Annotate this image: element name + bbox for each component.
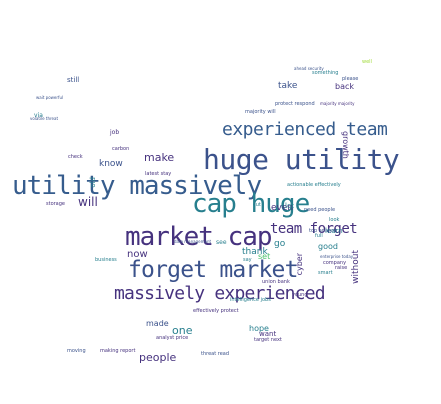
word-cap-huge: cap huge [192, 189, 310, 219]
word-please: please [342, 76, 359, 82]
word-need-people: need people [304, 207, 336, 213]
word-cyber: cyber [295, 253, 304, 276]
word-volatile-threat: volatile threat [30, 116, 59, 121]
word-latest-stay: latest stay [145, 171, 172, 177]
word-look: look [329, 217, 340, 223]
word-moving: moving [67, 348, 86, 354]
word-want: want [259, 330, 277, 338]
word-forget-market: forget market [128, 257, 298, 283]
word-union-bank: union bank [262, 279, 290, 285]
word-via: via [34, 112, 43, 119]
word-still: still [67, 76, 80, 84]
word-making-report: making report [100, 348, 136, 354]
word-actionable-effectively: actionable effectively [287, 182, 341, 188]
word-target-next: target next [254, 337, 282, 343]
word-make: make [144, 151, 175, 164]
word-cut: cut [253, 202, 261, 208]
word-now: now [127, 249, 148, 260]
word-hope: hope [249, 324, 269, 333]
word-ahead-security: ahead security [294, 66, 324, 71]
word-will: will [78, 195, 98, 209]
word-data-management: data management [174, 239, 212, 244]
word-made: made [146, 319, 169, 328]
word-storage: storage [46, 201, 65, 207]
word-one: one [172, 324, 193, 337]
word-huge-utility: huge utility [203, 143, 400, 176]
word-raise: raise [335, 265, 348, 271]
word-carbon: carbon [112, 146, 130, 152]
word-intelligence-jobs: intelligence jobs [230, 297, 271, 303]
word-set: set [258, 252, 271, 261]
word-utility-massively: utility massively [12, 171, 262, 201]
word-say: say [243, 257, 252, 263]
word-thank: thank [242, 247, 268, 257]
word-see: see [216, 239, 227, 246]
word-threat-read: threat read [201, 351, 230, 357]
word-without: without [351, 250, 361, 284]
word-growth: growth [341, 131, 350, 159]
word-good: good [318, 242, 338, 251]
word-top-analyst: top analyst [309, 228, 337, 234]
word-massively-experienced: massively experienced [114, 283, 326, 304]
word-majority-will: majority will [245, 109, 276, 115]
word-team-forget: team forget [270, 221, 358, 237]
word-learn: learn [325, 227, 343, 235]
word-effectively-protect: effectively protect [193, 308, 239, 314]
word-take: take [278, 81, 298, 91]
word-people: people [139, 351, 177, 364]
word-something: something [312, 70, 339, 76]
word-even: even [271, 203, 294, 213]
word-check: check [68, 154, 83, 160]
word-full: full [315, 233, 323, 239]
word-wait-powerful: wait powerful [36, 95, 64, 100]
word-business: business [95, 257, 117, 263]
word-well: well [362, 59, 372, 65]
word-experienced-team: experienced team [222, 119, 388, 140]
word-majority-majority: majority majority [320, 101, 355, 106]
word-job: job [110, 129, 120, 136]
word-go: go [274, 239, 286, 249]
word-market-cap: market cap [125, 222, 273, 252]
word-company: company [323, 260, 347, 266]
word-back: back [335, 82, 355, 91]
word-young: young [292, 292, 308, 298]
word-protect-respond: protect respond [275, 101, 315, 107]
word-know: know [99, 159, 123, 169]
word-old: old [89, 177, 97, 188]
word-analyst-price: analyst price [156, 335, 189, 341]
word-smart: smart [318, 270, 333, 276]
word-lot: lot [285, 202, 294, 210]
word-enterprise-today: enterprise today [320, 254, 354, 259]
